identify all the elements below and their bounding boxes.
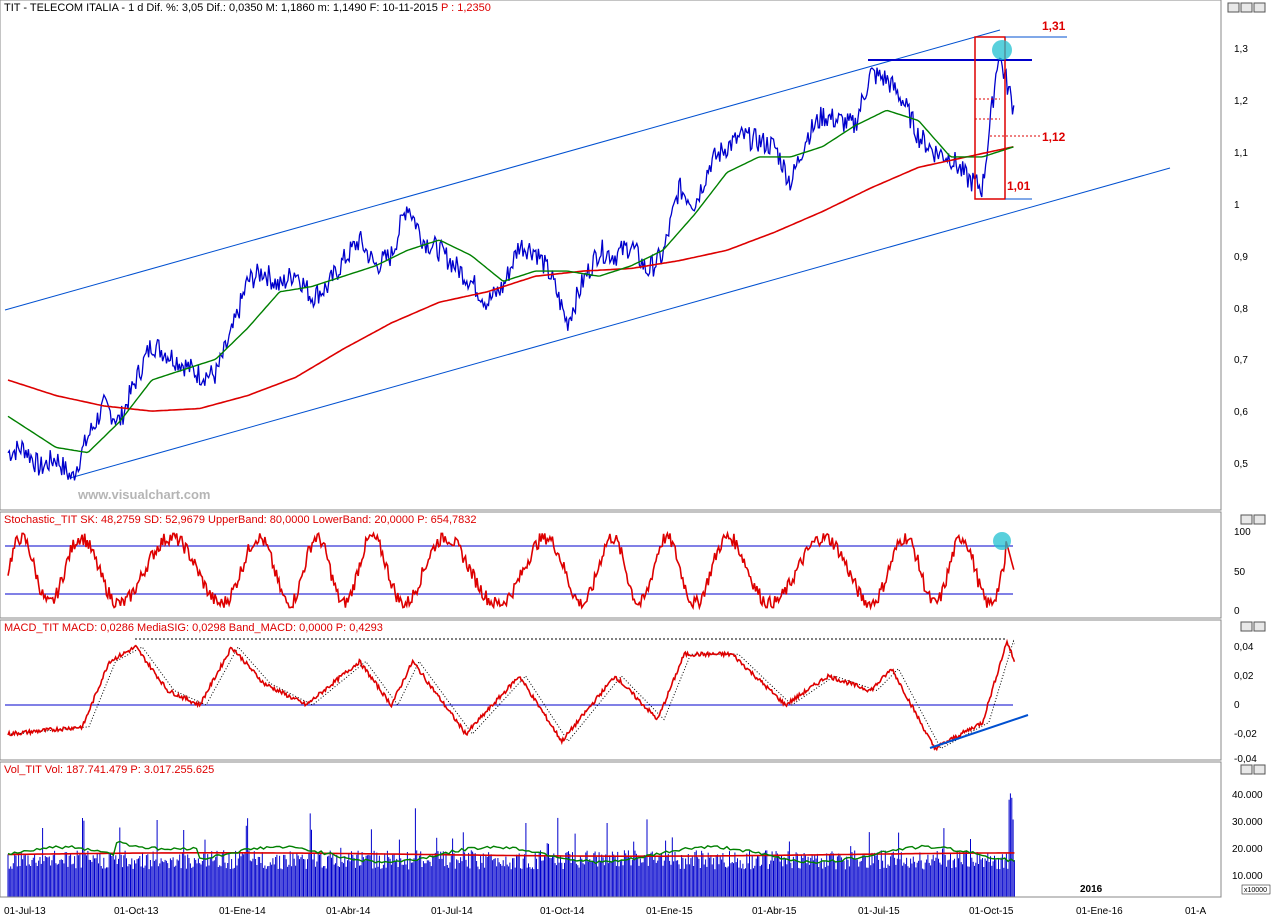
x-tick: 01-Abr-14 xyxy=(326,906,371,917)
close-icon[interactable] xyxy=(1253,514,1266,525)
macd-line[interactable] xyxy=(7,638,1016,752)
y-tick: 1 xyxy=(1234,200,1240,211)
range-box[interactable] xyxy=(974,36,1006,200)
x-tick: 01-Jul-15 xyxy=(858,906,900,917)
annotation-low: 1,01 xyxy=(1007,179,1031,193)
volume-bars[interactable] xyxy=(7,793,1015,897)
maximize-icon[interactable] xyxy=(1240,2,1253,13)
stoch-header: Stochastic_TIT SK: 48,2759 SD: 52,9679 U… xyxy=(4,514,477,526)
vol-y-axis: 40.000 30.000 20.000 10.000 x10000 xyxy=(1232,790,1271,895)
main-window-buttons[interactable] xyxy=(1227,2,1266,13)
main-header-price: P : 1,2350 xyxy=(441,2,491,14)
macd-signal-line[interactable] xyxy=(8,639,1015,750)
y-tick: 0 xyxy=(1234,700,1240,711)
y-tick: 0 xyxy=(1234,606,1240,617)
x-axis: 01-Jul-13 01-Oct-13 01-Ene-14 01-Abr-14 … xyxy=(0,884,1221,917)
channel-lower-line[interactable] xyxy=(69,167,1171,479)
vol-header: Vol_TIT Vol: 187.741.479 P: 3.017.255.62… xyxy=(4,764,214,776)
x-tick: 01-Jul-14 xyxy=(431,906,473,917)
y-tick: 100 xyxy=(1234,527,1251,538)
y-tick: 0,02 xyxy=(1234,671,1254,682)
stochastic-panel[interactable] xyxy=(0,511,1222,619)
x-tick: 01-Ene-16 xyxy=(1076,906,1123,917)
stoch-highlight xyxy=(993,532,1011,550)
stoch-y-axis: 100 50 0 xyxy=(1234,527,1251,617)
peak-highlight xyxy=(992,40,1012,60)
macd-header: MACD_TIT MACD: 0,0286 MediaSIG: 0,0298 B… xyxy=(4,622,383,634)
x-tick: 01-Jul-13 xyxy=(4,906,46,917)
x-tick: 01-Ene-15 xyxy=(646,906,693,917)
close-icon[interactable] xyxy=(1253,621,1266,632)
macd-y-axis: 0,04 0,02 0 -0,02 -0,04 xyxy=(1234,642,1257,765)
main-y-axis: 1,3 1,2 1,1 1 0,9 0,8 0,7 0,6 0,5 xyxy=(1234,44,1248,470)
vol-window-buttons[interactable] xyxy=(1240,764,1266,775)
stoch-window-buttons[interactable] xyxy=(1240,514,1266,525)
x-tick: 01-A xyxy=(1185,906,1206,917)
ma-slow-line[interactable] xyxy=(7,146,1014,412)
y-tick: 0,04 xyxy=(1234,642,1254,653)
vol-scale-box xyxy=(1241,884,1271,895)
y-tick: 0,5 xyxy=(1234,459,1248,470)
y-tick: 0,9 xyxy=(1234,252,1248,263)
annotation-mid: 1,12 xyxy=(1042,130,1066,144)
x-tick: 01-Oct-14 xyxy=(540,906,585,917)
main-panel[interactable] xyxy=(0,0,1222,511)
x-tick: 01-Oct-13 xyxy=(114,906,159,917)
minimize-icon[interactable] xyxy=(1240,514,1253,525)
y-tick: 30.000 xyxy=(1232,817,1263,828)
x-tick: 01-Abr-15 xyxy=(752,906,797,917)
y-tick: 0,6 xyxy=(1234,407,1248,418)
minimize-icon[interactable] xyxy=(1240,764,1253,775)
y-tick: 1,3 xyxy=(1234,44,1248,55)
ma-fast-line[interactable] xyxy=(7,109,1014,454)
y-tick: 40.000 xyxy=(1232,790,1263,801)
channel-upper-line[interactable] xyxy=(4,29,1001,311)
watermark: www.visualchart.com xyxy=(77,487,210,502)
y-tick: 10.000 xyxy=(1232,871,1263,882)
minimize-icon[interactable] xyxy=(1227,2,1240,13)
close-icon[interactable] xyxy=(1253,2,1266,13)
x-tick: 01-Oct-15 xyxy=(969,906,1014,917)
macd-panel[interactable] xyxy=(0,619,1222,761)
annotation-high: 1,31 xyxy=(1042,19,1066,33)
close-icon[interactable] xyxy=(1253,764,1266,775)
price-series-line[interactable] xyxy=(7,57,1015,481)
volume-ma-slow xyxy=(8,852,1015,857)
y-tick: 50 xyxy=(1234,567,1246,578)
x-tick: 01-Ene-14 xyxy=(219,906,266,917)
y-tick: 0,8 xyxy=(1234,304,1248,315)
volume-ma-fast xyxy=(7,840,1015,865)
minimize-icon[interactable] xyxy=(1240,621,1253,632)
y-tick: 20.000 xyxy=(1232,844,1263,855)
vol-scale-label: x10000 xyxy=(1244,887,1267,894)
y-tick: -0,04 xyxy=(1234,754,1257,765)
volume-panel[interactable] xyxy=(0,761,1222,898)
year-label: 2016 xyxy=(1080,884,1103,895)
y-tick: -0,02 xyxy=(1234,729,1257,740)
y-tick: 1,2 xyxy=(1234,96,1248,107)
stoch-line[interactable] xyxy=(7,530,1015,611)
macd-window-buttons[interactable] xyxy=(1240,621,1266,632)
y-tick: 1,1 xyxy=(1234,148,1248,159)
main-header: TIT - TELECOM ITALIA - 1 d Dif. %: 3,05 … xyxy=(4,2,491,14)
y-tick: 0,7 xyxy=(1234,355,1248,366)
macd-trend-line[interactable] xyxy=(929,714,1029,749)
